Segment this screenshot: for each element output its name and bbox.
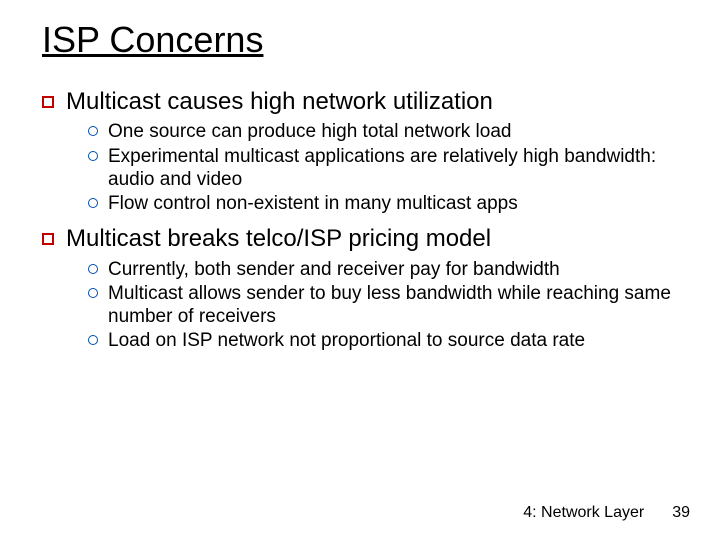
bullet-text: Multicast causes high network utilizatio…: [66, 88, 493, 117]
bullet-text: Multicast breaks telco/ISP pricing model: [66, 225, 491, 254]
slide-title: ISP Concerns: [42, 20, 690, 60]
bullet-level2: Flow control non-existent in many multic…: [88, 192, 690, 215]
subbullet-text: One source can produce high total networ…: [108, 120, 511, 143]
subbullet-text: Flow control non-existent in many multic…: [108, 192, 518, 215]
bullet-level2: Experimental multicast applications are …: [88, 145, 690, 191]
square-bullet-icon: [42, 233, 54, 245]
slide: ISP Concerns Multicast causes high netwo…: [0, 0, 720, 540]
footer-label: 4: Network Layer: [523, 504, 644, 522]
bullet-level1: Multicast breaks telco/ISP pricing model: [42, 225, 690, 254]
slide-footer: 4: Network Layer 39: [523, 504, 690, 522]
circle-bullet-icon: [88, 288, 98, 298]
bullet-level2: Multicast allows sender to buy less band…: [88, 282, 690, 328]
subbullet-text: Currently, both sender and receiver pay …: [108, 258, 560, 281]
page-number: 39: [672, 504, 690, 522]
bullet-level1: Multicast causes high network utilizatio…: [42, 88, 690, 117]
subbullet-group: One source can produce high total networ…: [88, 120, 690, 215]
circle-bullet-icon: [88, 126, 98, 136]
bullet-level2: Currently, both sender and receiver pay …: [88, 258, 690, 281]
subbullet-text: Multicast allows sender to buy less band…: [108, 282, 690, 328]
circle-bullet-icon: [88, 335, 98, 345]
circle-bullet-icon: [88, 198, 98, 208]
subbullet-group: Currently, both sender and receiver pay …: [88, 258, 690, 353]
bullet-level2: Load on ISP network not proportional to …: [88, 329, 690, 352]
bullet-level2: One source can produce high total networ…: [88, 120, 690, 143]
circle-bullet-icon: [88, 151, 98, 161]
subbullet-text: Load on ISP network not proportional to …: [108, 329, 585, 352]
square-bullet-icon: [42, 96, 54, 108]
circle-bullet-icon: [88, 264, 98, 274]
subbullet-text: Experimental multicast applications are …: [108, 145, 690, 191]
